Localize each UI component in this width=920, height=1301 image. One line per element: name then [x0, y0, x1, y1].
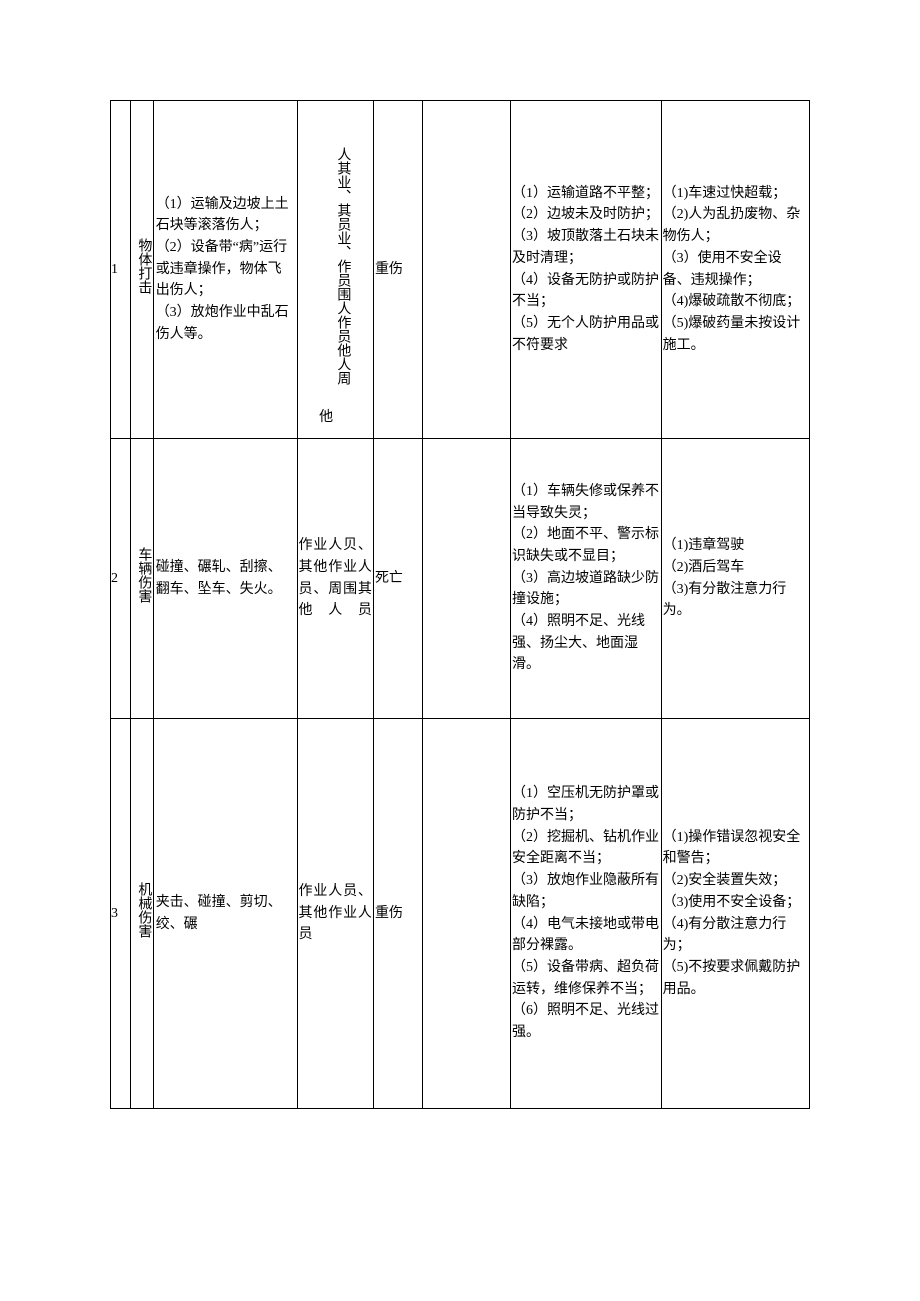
- cell-desc: 夹击、碰撞、剪切、绞、碾: [153, 719, 297, 1109]
- cell-person: 作业人员、其他作业人员: [297, 719, 373, 1109]
- cell-desc: （1）运输及边坡上土石块等滚落伤人；（2）设备带“病”运行或违章操作，物体飞出伤…: [153, 101, 297, 439]
- cell-person: 他人其业、其员业、作员围人作员他人周: [297, 101, 373, 439]
- cell-result: 重伤: [373, 719, 422, 1109]
- cell-result: 死亡: [373, 439, 422, 719]
- cell-cause1: （1）车辆失修或保养不当导致失灵；（2）地面不平、警示标识缺失或不显目；（3）高…: [511, 439, 662, 719]
- cell-desc: 碰撞、碾轧、刮擦、翻车、坠车、失火。: [153, 439, 297, 719]
- cell-cause2: （1)操作错误忽视安全和警告；（2)安全装置失效；（3)使用不安全设备；（4)有…: [661, 719, 809, 1109]
- cell-type: 车辆伤害: [131, 439, 153, 719]
- cell-cause2: （1)违章驾驶（2)酒后驾车（3)有分散注意力行为。: [661, 439, 809, 719]
- table-row: 2 车辆伤害 碰撞、碾轧、刮擦、翻车、坠车、失火。 作业人贝、其他作业人员、周围…: [111, 439, 810, 719]
- cell-blank: [423, 719, 511, 1109]
- cell-blank: [423, 101, 511, 439]
- cell-num: 3: [111, 719, 131, 1109]
- cell-cause1: （1）空压机无防护罩或防护不当；（2）挖掘机、钻机作业安全距离不当；（3）放炮作…: [511, 719, 662, 1109]
- cell-cause1: （1）运输道路不平整；（2）边坡未及时防护；（3）坡顶散落土石块未及时清理；（4…: [511, 101, 662, 439]
- cell-num: 1: [111, 101, 131, 439]
- cell-result: 重伤: [373, 101, 422, 439]
- table-row: 3 机械伤害 夹击、碰撞、剪切、绞、碾 作业人员、其他作业人员 重伤 （1）空压…: [111, 719, 810, 1109]
- cell-person: 作业人贝、其他作业人员、周围其他人员: [297, 439, 373, 719]
- cell-num: 2: [111, 439, 131, 719]
- cell-type: 物体打击: [131, 101, 153, 439]
- cell-cause2: （1)车速过快超载；（2)人为乱扔废物、杂物伤人；（3）使用不安全设备、违规操作…: [661, 101, 809, 439]
- table-row: 1 物体打击 （1）运输及边坡上土石块等滚落伤人；（2）设备带“病”运行或违章操…: [111, 101, 810, 439]
- hazard-table: 1 物体打击 （1）运输及边坡上土石块等滚落伤人；（2）设备带“病”运行或违章操…: [110, 100, 810, 1109]
- cell-blank: [423, 439, 511, 719]
- cell-type: 机械伤害: [131, 719, 153, 1109]
